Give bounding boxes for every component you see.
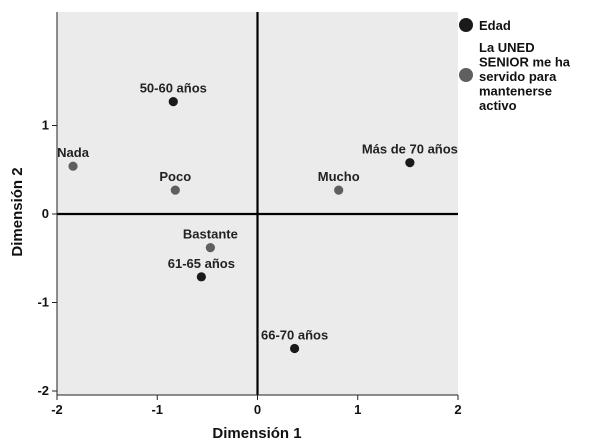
y-tick-label: -1 (37, 295, 49, 310)
x-tick-label: 2 (454, 402, 461, 417)
x-tick-label: 0 (254, 402, 261, 417)
data-point (205, 243, 215, 253)
data-label: 61-65 años (168, 256, 235, 271)
data-label: Bastante (183, 227, 238, 242)
y-axis-label: Dimensión 2 (9, 167, 26, 256)
data-point (196, 272, 206, 282)
data-point (334, 185, 344, 195)
legend-label-line: servido para (479, 69, 557, 84)
data-point (168, 97, 178, 107)
data-label: Poco (159, 169, 191, 184)
legend-marker (459, 18, 473, 32)
data-point (170, 185, 180, 195)
data-label: Nada (57, 145, 90, 160)
legend-label-line: SENIOR me ha (479, 55, 571, 70)
legend-label: La UNED SENIOR me ha servido para manteners… (479, 40, 571, 113)
x-tick-label: -1 (151, 402, 163, 417)
x-axis-label: Dimensión 1 (212, 425, 301, 442)
legend-label-line: mantenerse (479, 84, 552, 99)
data-label: Mucho (318, 169, 360, 184)
data-point (289, 343, 300, 354)
data-label: 50-60 años (140, 81, 207, 96)
legend-label-line: activo (479, 98, 517, 113)
y-tick-label: -2 (37, 383, 49, 398)
x-tick-label: 1 (354, 402, 361, 417)
data-point (405, 158, 415, 168)
data-label: Más de 70 años (362, 142, 458, 157)
data-point (68, 161, 78, 171)
data-label: 66-70 años (261, 328, 328, 343)
x-tick-label: -2 (51, 402, 63, 417)
y-tick-label: 1 (42, 118, 49, 133)
legend-label-line: La UNED (479, 40, 535, 55)
legend-marker (459, 68, 473, 82)
legend-label: Edad (479, 18, 511, 33)
y-tick-label: 0 (42, 206, 49, 221)
